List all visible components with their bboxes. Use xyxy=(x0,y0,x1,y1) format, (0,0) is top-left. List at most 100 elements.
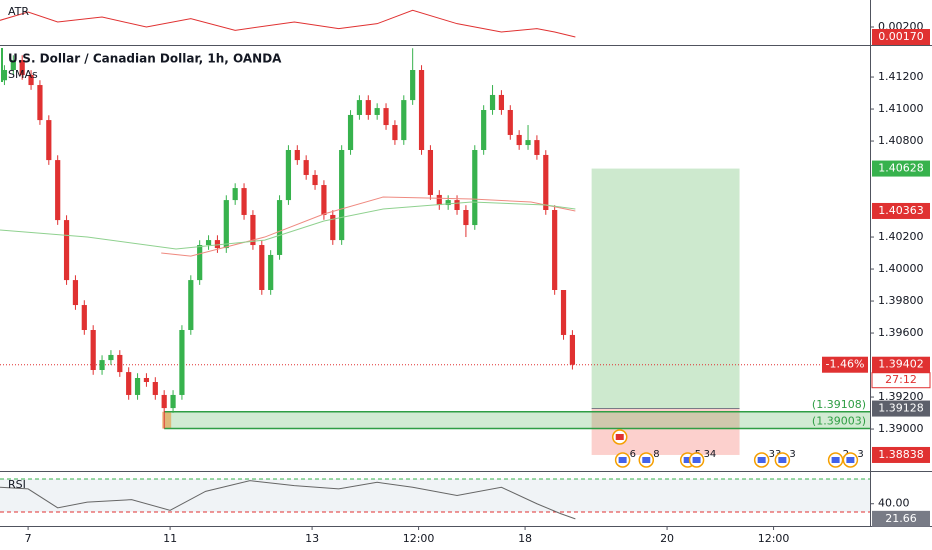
y-tick-label: 1.40000 xyxy=(878,262,924,275)
candle-body xyxy=(436,194,442,206)
candle-body xyxy=(126,372,132,395)
candle-body xyxy=(525,140,531,146)
event-count: 3 xyxy=(857,449,863,460)
candle-body xyxy=(330,214,336,241)
candle-body xyxy=(285,150,292,201)
candle-body xyxy=(161,394,167,409)
atr-line xyxy=(0,9,576,38)
sma-tag: 1.40363 xyxy=(878,204,924,217)
candle-body xyxy=(365,100,371,115)
candle-body xyxy=(410,70,416,101)
event-count: 6 xyxy=(630,449,636,460)
candle-body xyxy=(569,334,576,365)
rsi-tag: 21.66 xyxy=(885,512,917,525)
event-count: 34 xyxy=(704,449,717,460)
event-flag xyxy=(692,457,701,463)
candle-body xyxy=(560,290,567,335)
candle-body xyxy=(276,200,283,255)
zone-label: (1.39003) xyxy=(812,415,866,428)
candle-body xyxy=(294,150,300,161)
change-tag-bg xyxy=(822,356,868,373)
countdown: 27:12 xyxy=(885,373,917,386)
candle-body xyxy=(339,150,345,241)
y-tick-label: 1.41000 xyxy=(878,102,924,115)
candle-body xyxy=(481,110,487,150)
candle-body xyxy=(347,114,354,150)
y-tick-label: 1.41200 xyxy=(878,70,924,83)
chart-title: U.S. Dollar / Canadian Dollar, 1h, OANDA xyxy=(8,52,282,66)
event-flag xyxy=(618,457,627,463)
rsi-tag-bg xyxy=(872,510,930,527)
x-tick-label: 12:00 xyxy=(758,532,790,545)
stop-tag-bg xyxy=(872,446,930,463)
candle-body xyxy=(28,74,34,86)
sma-tag-bg xyxy=(872,202,930,219)
pane-title: RSI xyxy=(8,478,26,491)
candle-body xyxy=(223,200,229,249)
last-price-tag: 1.39402 xyxy=(878,358,924,371)
candle-body xyxy=(321,185,327,215)
event-flag xyxy=(642,457,651,463)
candle-body xyxy=(19,60,25,75)
candle-body xyxy=(552,210,558,290)
candle-body xyxy=(427,150,434,195)
candle-body xyxy=(55,160,61,221)
zone-label: (1.39108) xyxy=(812,398,866,411)
candle-body xyxy=(516,134,522,146)
x-tick-label: 7 xyxy=(25,532,32,545)
candle-body xyxy=(10,60,16,70)
series-marker xyxy=(1,48,3,82)
x-tick-label: 20 xyxy=(660,532,674,545)
event-flag xyxy=(683,457,692,463)
target-tag-bg xyxy=(872,160,930,177)
candle-body xyxy=(134,378,141,395)
zone-origin xyxy=(162,411,172,429)
y-tick-label: 1.39600 xyxy=(878,326,924,339)
candle-body xyxy=(507,110,513,135)
y-tick-label: 1.39000 xyxy=(878,422,924,435)
candle-body xyxy=(214,240,221,249)
profit-area xyxy=(591,168,740,409)
candle-body xyxy=(143,378,150,382)
candle-body xyxy=(108,354,114,361)
candle-body xyxy=(392,125,398,141)
candle-body xyxy=(188,280,194,330)
last-price-tag-bg xyxy=(872,356,930,373)
y-tick-label: 1.40200 xyxy=(878,230,924,243)
entry-tag-bg xyxy=(872,400,930,417)
candle-body xyxy=(445,200,451,206)
zone-fill xyxy=(164,411,871,429)
candle-body xyxy=(117,354,123,373)
candle-body xyxy=(205,240,212,246)
x-tick-label: 18 xyxy=(518,532,532,545)
candle-body xyxy=(543,154,549,210)
candle-body xyxy=(312,174,318,186)
candle-body xyxy=(90,330,96,370)
candle-body xyxy=(232,188,238,201)
candle-body xyxy=(72,280,79,306)
x-tick-label: 12:00 xyxy=(403,532,435,545)
candle-body xyxy=(81,305,87,330)
candle-body xyxy=(418,70,425,150)
candle-body xyxy=(152,382,158,395)
candle-body xyxy=(374,108,380,115)
candle-body xyxy=(383,108,389,126)
event-flag xyxy=(831,457,840,463)
candle-body xyxy=(241,188,247,215)
countdown-bg xyxy=(871,372,931,389)
candle-body xyxy=(46,120,52,161)
x-tick-label: 11 xyxy=(163,532,177,545)
atr-tag-bg xyxy=(872,29,930,45)
candle-body xyxy=(197,245,203,281)
candle-body xyxy=(303,160,309,175)
candle-body xyxy=(259,245,265,290)
event-flag xyxy=(846,457,855,463)
candle-body xyxy=(63,220,70,281)
indicator-label: SMAs xyxy=(8,68,38,81)
event-flag xyxy=(757,457,766,463)
y-tick-label: 1.39200 xyxy=(878,390,924,403)
event-count: 3 xyxy=(789,449,795,460)
candle-body xyxy=(472,150,478,226)
candle-body xyxy=(463,210,469,226)
